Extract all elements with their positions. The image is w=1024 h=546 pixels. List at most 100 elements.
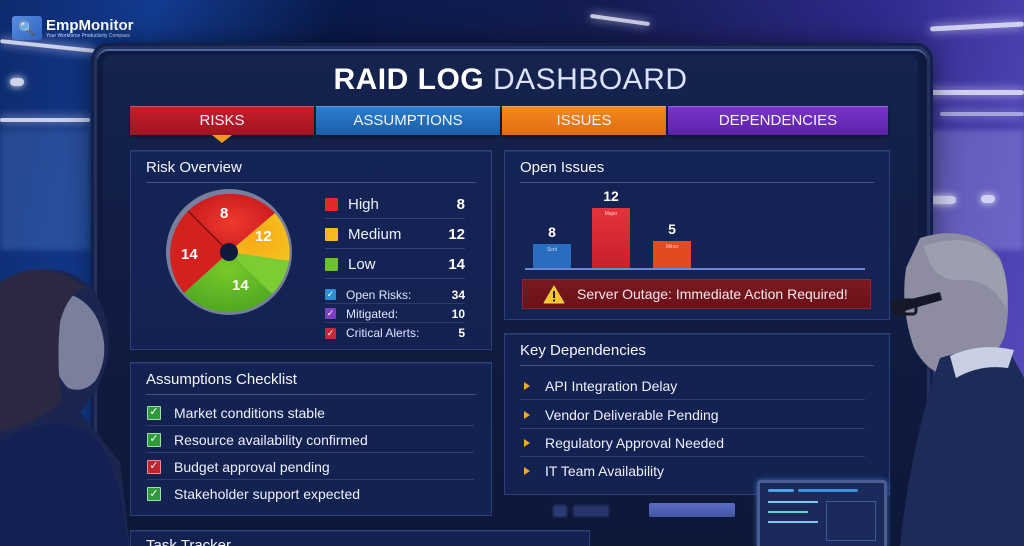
blurred-button[interactable]	[573, 505, 609, 517]
bar-major[interactable]: 12 Major	[592, 188, 630, 268]
stat-critical-alerts: ✓ Critical Alerts: 5	[325, 324, 465, 342]
pie-label: 14	[181, 246, 198, 263]
swatch-icon	[325, 198, 338, 211]
checklist-label: Market conditions stable	[174, 404, 325, 421]
checklist-label: Resource availability confirmed	[174, 431, 368, 448]
bar-label: Scrit	[547, 247, 557, 253]
stat-label: Critical Alerts:	[346, 326, 420, 340]
legend-label: Low	[348, 256, 376, 273]
pie-slice-low[interactable]	[229, 252, 289, 294]
legend-value: 12	[448, 226, 465, 243]
dependency-label: IT Team Availability	[545, 463, 665, 479]
panel-title: Risk Overview	[146, 159, 242, 176]
brand-name: EmpMonitor	[46, 16, 134, 34]
pie-label: 14	[232, 277, 249, 294]
bullet-arrow-icon	[524, 438, 530, 447]
dependency-item[interactable]: IT Team Availability	[520, 457, 865, 485]
brand-logo: 🔍 EmpMonitor Your Workforce Productivity…	[12, 16, 134, 40]
bar-value: 5	[668, 221, 676, 237]
stat-label: Mitigated:	[346, 306, 399, 321]
tab-label: ISSUES	[556, 112, 612, 129]
tab-assumptions[interactable]: ASSUMPTIONS	[316, 106, 500, 135]
divider	[146, 394, 476, 395]
dependency-label: Regulatory Approval Needed	[545, 434, 725, 451]
checklist-item[interactable]: ✓ Budget approval pending	[147, 454, 474, 480]
bar-value: 8	[548, 224, 556, 240]
legend-value: 14	[448, 256, 465, 273]
blurred-dropdown[interactable]	[649, 503, 735, 517]
open-issues-panel: Open Issues 8 Scrit 12 Major 5 Minor	[504, 150, 890, 320]
tab-dependencies[interactable]: DEPENDENCIES	[668, 106, 888, 135]
dependency-item[interactable]: Vendor Deliverable Pending	[520, 401, 865, 429]
swatch-icon	[325, 258, 338, 271]
dependency-item[interactable]: API Integration Delay	[520, 372, 865, 400]
legend-label: High	[348, 196, 379, 213]
ceiling-light	[929, 21, 1024, 32]
tab-risks[interactable]: RISKS	[130, 106, 314, 143]
legend-label: Medium	[348, 226, 402, 243]
ceiling-light	[0, 118, 90, 122]
blurred-button[interactable]	[553, 505, 567, 517]
page-title: RAID LOG DASHBOARD	[103, 63, 918, 97]
panel-title: Open Issues	[520, 159, 605, 176]
ceiling-light	[928, 90, 1024, 95]
stat-mitigated: ✓ Mitigated: 10	[325, 305, 465, 323]
pie-slice-high[interactable]	[170, 211, 229, 293]
checklist-item[interactable]: ✓ Resource availability confirmed	[147, 427, 474, 453]
bullet-arrow-icon	[524, 467, 530, 475]
stat-label: Open Risks:	[346, 287, 412, 302]
ceiling-spotlight	[930, 196, 956, 204]
risk-pie-chart[interactable]	[164, 189, 294, 315]
checkbox-checked-icon[interactable]: ✓	[147, 432, 161, 447]
office-window	[930, 130, 1024, 250]
stat-value: 34	[451, 287, 465, 302]
checklist-item[interactable]: ✓ Market conditions stable	[147, 400, 474, 426]
dependency-label: API Integration Delay	[545, 377, 678, 394]
panel-title: Task Tracker	[146, 537, 232, 546]
warning-icon	[543, 285, 565, 303]
pie-slice-high[interactable]	[188, 193, 275, 252]
office-window	[0, 130, 90, 250]
stat-value: 5	[458, 326, 465, 340]
legend-item-low: Low 14	[325, 251, 465, 279]
checklist-item[interactable]: ✓ Stakeholder support expected	[147, 481, 474, 507]
ceiling-spotlight	[10, 78, 24, 86]
checkbox-checked-icon[interactable]: ✓	[147, 405, 161, 420]
title-bold: RAID LOG	[333, 63, 485, 96]
bar-value: 12	[603, 188, 619, 204]
checkbox-checked-icon[interactable]: ✓	[147, 487, 161, 501]
pie-slice-low[interactable]	[184, 252, 272, 313]
swatch-icon	[325, 228, 338, 241]
bar-minor[interactable]: 5 Minor	[653, 221, 691, 268]
man-figure	[890, 233, 1024, 546]
legend-item-medium: Medium 12	[325, 221, 465, 249]
divider	[146, 182, 476, 183]
ceiling-light	[0, 39, 95, 53]
checkbox-icon: ✓	[325, 327, 336, 339]
server-outage-alert[interactable]: Server Outage: Immediate Action Required…	[522, 279, 871, 309]
tablet-device[interactable]	[757, 480, 887, 546]
pie-label: 12	[255, 228, 272, 245]
tab-label: RISKS	[199, 112, 245, 129]
divider	[520, 365, 874, 366]
panel-title: Key Dependencies	[520, 342, 646, 359]
legend-item-high: High 8	[325, 191, 465, 219]
tab-issues[interactable]: ISSUES	[502, 106, 666, 135]
ceiling-spotlight	[981, 195, 995, 203]
bar-scrit[interactable]: 8 Scrit	[533, 224, 571, 268]
risk-overview-panel: Risk Overview 8 12 14 14	[130, 150, 492, 350]
x-axis	[525, 268, 865, 270]
key-dependencies-panel: Key Dependencies API Integration Delay V…	[504, 333, 890, 495]
checkbox-pending-icon[interactable]: ✓	[147, 459, 161, 474]
checkbox-icon: ✓	[325, 289, 336, 300]
tab-label: DEPENDENCIES	[718, 112, 838, 129]
brand-tagline: Your Workforce Productivity Compass	[46, 32, 130, 39]
dependency-item[interactable]: Regulatory Approval Needed	[520, 429, 865, 457]
divider	[520, 182, 874, 183]
active-tab-caret-icon	[212, 135, 232, 143]
pie-slice-medium[interactable]	[229, 213, 290, 261]
assumptions-checklist-panel: Assumptions Checklist ✓ Market condition…	[130, 362, 492, 516]
dependency-label: Vendor Deliverable Pending	[545, 406, 719, 423]
ceiling-light	[940, 112, 1024, 116]
task-tracker-panel: Task Tracker	[130, 530, 590, 546]
